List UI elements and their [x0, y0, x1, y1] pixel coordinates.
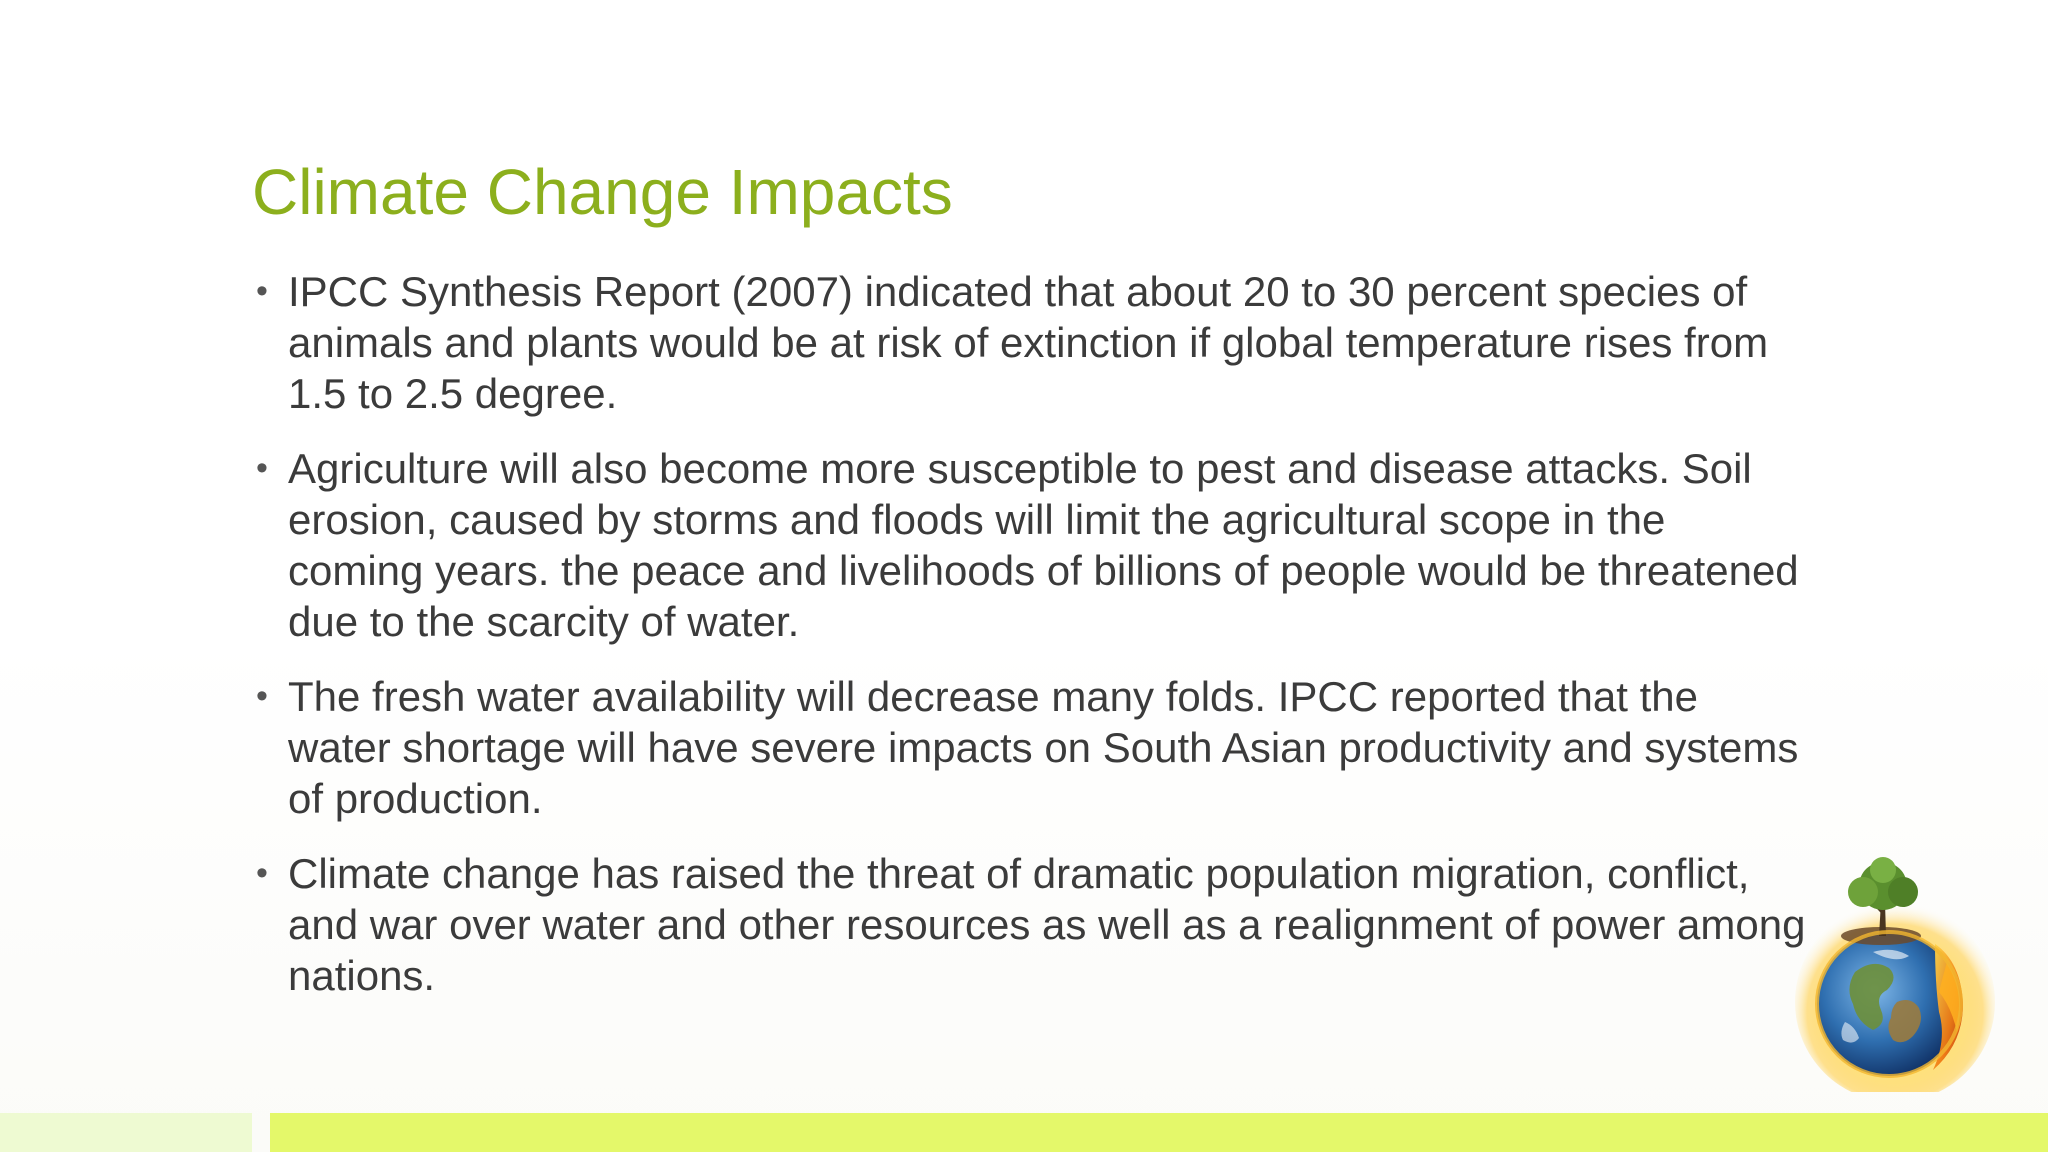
bullet-dot-icon: • [256, 272, 268, 310]
bullet-item: • Agriculture will also become more susc… [252, 443, 1812, 647]
bullet-text: Climate change has raised the threat of … [288, 850, 1806, 999]
bullet-dot-icon: • [256, 677, 268, 715]
slide-title: Climate Change Impacts [252, 156, 953, 228]
bullet-dot-icon: • [256, 854, 268, 892]
bullet-dot-icon: • [256, 449, 268, 487]
bullet-text: Agriculture will also become more suscep… [288, 445, 1799, 645]
bullet-text: The fresh water availability will decrea… [288, 673, 1799, 822]
bullet-list: • IPCC Synthesis Report (2007) indicated… [252, 266, 1812, 1025]
earth-tree-fire-globe-icon [1785, 852, 2005, 1102]
footer-bar-left [0, 1113, 252, 1152]
bullet-item: • Climate change has raised the threat o… [252, 848, 1812, 1001]
bullet-item: • IPCC Synthesis Report (2007) indicated… [252, 266, 1812, 419]
bullet-text: IPCC Synthesis Report (2007) indicated t… [288, 268, 1769, 417]
footer-bar-accent [270, 1113, 2048, 1152]
bullet-item: • The fresh water availability will decr… [252, 671, 1812, 824]
